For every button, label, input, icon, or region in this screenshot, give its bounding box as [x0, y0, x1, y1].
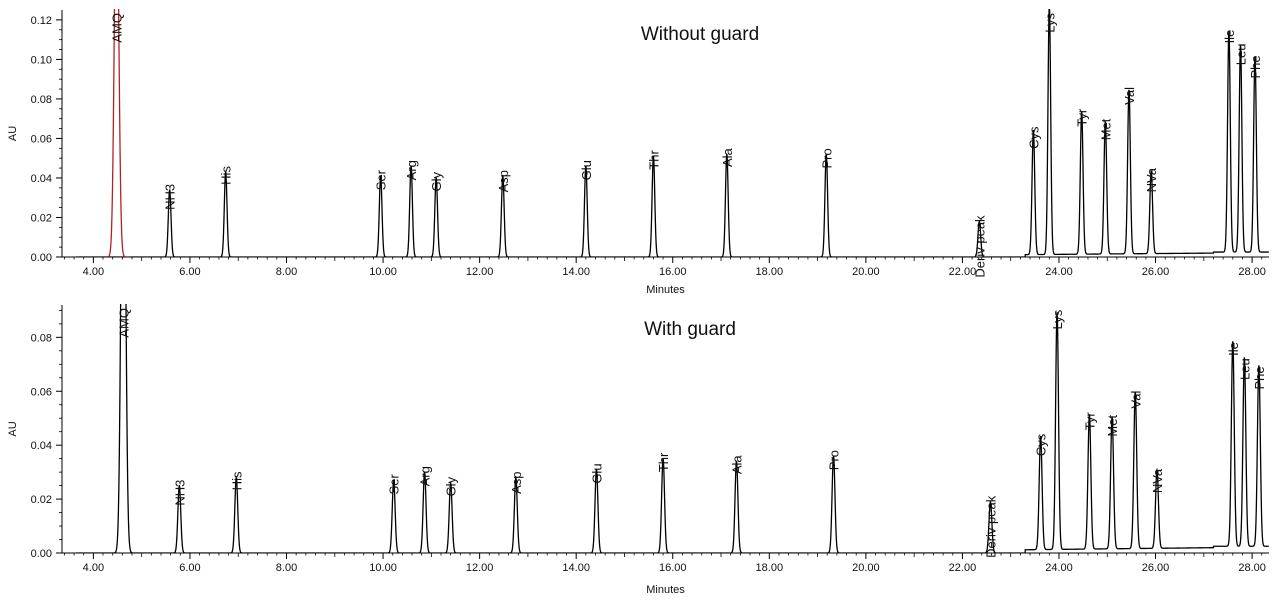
- peak-label: NH3: [172, 480, 187, 506]
- chart-panel-1: 4.00 6.00 8.00 10.00 12.00 14.00 16.00 18.00 20.…: [7, 0, 1269, 296]
- y-axis-title: AU: [7, 421, 19, 436]
- peak-label: Phe: [1248, 55, 1263, 78]
- peak-label: Ala: [720, 147, 735, 167]
- y-tick-label: 0.08: [31, 332, 52, 344]
- peak-label: Val: [1122, 87, 1137, 105]
- y-tick-label: 0.00: [31, 252, 52, 264]
- y-tick-label: 0.10: [31, 54, 52, 66]
- peak-label: Gly: [429, 171, 444, 191]
- peak-label: Deriv peak: [983, 495, 998, 558]
- y-axis-title: AU: [7, 126, 19, 141]
- peak-label: AMQ: [110, 13, 125, 43]
- y-tick-label: 0.06: [31, 133, 52, 145]
- y-tick-label: 0.04: [31, 440, 52, 452]
- peak-label: Ile: [1226, 342, 1241, 356]
- x-axis-title: Minutes: [646, 284, 685, 296]
- x-axis-title: Minutes: [646, 584, 685, 596]
- x-tick-label: 20.00: [852, 266, 880, 278]
- peak-label: Tyr: [1082, 412, 1097, 431]
- peak-label: Gly: [444, 476, 459, 496]
- peak-label: Ala: [729, 455, 744, 475]
- peak-label: NVa: [1150, 468, 1165, 493]
- x-tick-label: 24.00: [1045, 266, 1073, 278]
- x-tick-label: 12.00: [466, 562, 494, 574]
- peak-label: Arg: [404, 160, 419, 180]
- y-tick-label: 0.02: [31, 494, 52, 506]
- chart-title: With guard: [644, 319, 736, 340]
- y-tick-label: 0.08: [31, 94, 52, 106]
- peak-label: Met: [1098, 118, 1113, 140]
- peak-label: Pro: [827, 450, 842, 470]
- x-tick-label: 22.00: [949, 562, 977, 574]
- peak-label: Cys: [1026, 126, 1041, 149]
- x-tick-label: 26.00: [1142, 266, 1170, 278]
- peak-label: Glu: [579, 160, 594, 180]
- peak-label: Deriv peak: [972, 215, 987, 278]
- y-tick-label: 0.04: [31, 173, 52, 185]
- peak-label: Tyr: [1075, 108, 1090, 127]
- x-tick-label: 4.00: [83, 266, 104, 278]
- peak-label: Glu: [589, 463, 604, 483]
- peak-label: Lys: [1042, 13, 1057, 33]
- peak-label: Thr: [656, 452, 671, 472]
- x-tick-label: 14.00: [562, 266, 590, 278]
- peak-label: Asp: [496, 170, 511, 192]
- x-tick-label: 16.00: [659, 266, 687, 278]
- peak-label: Ser: [387, 474, 402, 495]
- chart-panel-2: 4.00 6.00 8.00 10.00 12.00 14.00 16.00 18.00 20.…: [7, 14, 1269, 596]
- peak-label: His: [219, 166, 234, 185]
- peak-label: Met: [1105, 415, 1120, 437]
- x-tick-label: 26.00: [1142, 562, 1170, 574]
- x-tick-label: 28.00: [1238, 266, 1266, 278]
- x-tick-label: 20.00: [852, 562, 880, 574]
- x-tick-label: 14.00: [562, 562, 590, 574]
- x-tick-label: 18.00: [756, 266, 784, 278]
- peak-label: Cys: [1034, 433, 1049, 456]
- peak-label: Ser: [374, 169, 389, 190]
- x-tick-label: 28.00: [1238, 562, 1266, 574]
- x-tick-label: 4.00: [83, 562, 104, 574]
- peak-label: Lys: [1050, 309, 1065, 329]
- x-tick-label: 16.00: [659, 562, 687, 574]
- x-tick-label: 8.00: [276, 266, 297, 278]
- peak-label: Leu: [1237, 358, 1252, 380]
- peak-label: His: [229, 471, 244, 490]
- x-tick-label: 6.00: [179, 562, 200, 574]
- y-tick-label: 0.12: [31, 15, 52, 27]
- peak-label: Val: [1128, 391, 1143, 409]
- peak-label: NVa: [1144, 167, 1159, 192]
- peak-label: Pro: [819, 148, 834, 168]
- x-tick-label: 6.00: [179, 266, 200, 278]
- peak-label: Asp: [509, 472, 524, 494]
- peak-label: NH3: [163, 184, 178, 210]
- peak-label: Ile: [1222, 30, 1237, 44]
- peak-label: Thr: [646, 150, 661, 170]
- peak-label: Phe: [1252, 366, 1267, 389]
- x-tick-label: 8.00: [276, 562, 297, 574]
- y-tick-label: 0.02: [31, 212, 52, 224]
- y-tick-label: 0.06: [31, 386, 52, 398]
- peak-label: AMQ: [116, 308, 131, 338]
- x-tick-label: 10.00: [369, 266, 397, 278]
- peak-label: Arg: [418, 466, 433, 486]
- y-tick-label: 0.00: [31, 548, 52, 560]
- x-tick-label: 10.00: [369, 562, 397, 574]
- chart-title: Without guard: [641, 24, 759, 45]
- x-tick-label: 24.00: [1045, 562, 1073, 574]
- x-tick-label: 18.00: [756, 562, 784, 574]
- x-tick-label: 12.00: [466, 266, 494, 278]
- peak-label: Leu: [1234, 44, 1249, 66]
